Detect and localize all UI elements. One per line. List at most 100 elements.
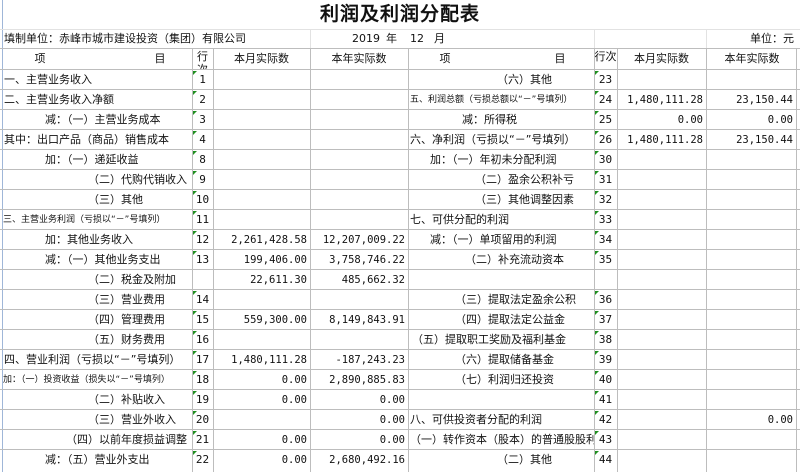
year-actual-value[interactable]: [706, 450, 796, 469]
year-actual-value[interactable]: 3,758,746.22: [329, 254, 405, 266]
year-actual-value[interactable]: 8,149,843.91: [329, 314, 405, 326]
year-actual-value[interactable]: [310, 130, 408, 149]
row-number[interactable]: 13: [192, 250, 213, 269]
month-actual-value[interactable]: 22,611.30: [250, 274, 307, 286]
item-label[interactable]: （三）其他: [88, 193, 143, 206]
month-actual-value[interactable]: [617, 230, 706, 249]
row-number[interactable]: 14: [192, 290, 213, 309]
year-actual-value[interactable]: 2,680,492.16: [329, 454, 405, 466]
year-actual-value[interactable]: [310, 210, 408, 229]
row-number[interactable]: 43: [594, 430, 617, 449]
item-label[interactable]: 二、主营业务收入净额: [4, 93, 114, 106]
year-actual-value[interactable]: [310, 70, 408, 89]
item-label[interactable]: 加：（一）递延收益: [45, 153, 139, 166]
month-actual-value[interactable]: [213, 70, 310, 89]
year-actual-value[interactable]: [706, 230, 796, 249]
month-actual-value[interactable]: [213, 210, 310, 229]
item-label[interactable]: （五）财务费用: [88, 333, 165, 346]
year-actual-value[interactable]: [706, 290, 796, 309]
row-number[interactable]: [192, 270, 213, 289]
item-label[interactable]: （一）转作资本（股本）的普通股股利: [410, 433, 594, 446]
row-number[interactable]: 15: [192, 310, 213, 329]
row-number[interactable]: 1: [192, 70, 213, 89]
item-label[interactable]: 减：（一）单项留用的利润: [430, 233, 557, 246]
item-label[interactable]: 减：所得税: [462, 113, 517, 126]
year-actual-value[interactable]: 0.00: [767, 114, 793, 126]
year-actual-value[interactable]: [706, 350, 796, 369]
row-number[interactable]: 40: [594, 370, 617, 389]
row-number[interactable]: [594, 270, 617, 289]
month-actual-value[interactable]: [617, 350, 706, 369]
row-number[interactable]: 3: [192, 110, 213, 129]
year-actual-value[interactable]: 23,150.44: [736, 94, 793, 106]
year-actual-value[interactable]: 0.00: [379, 414, 405, 426]
year-actual-value[interactable]: [310, 90, 408, 109]
item-label[interactable]: 一、主营业务收入: [4, 73, 92, 86]
item-label[interactable]: 减：（一）主营业务成本: [45, 113, 161, 126]
year-actual-value[interactable]: [706, 270, 796, 289]
row-number[interactable]: 41: [594, 390, 617, 409]
row-number[interactable]: 23: [594, 70, 617, 89]
item-label[interactable]: （三）提取法定盈余公积: [455, 293, 576, 306]
row-number[interactable]: 21: [192, 430, 213, 449]
item-label[interactable]: （四）以前年度损益调整: [66, 433, 187, 446]
year-actual-value[interactable]: [706, 70, 796, 89]
month-actual-value[interactable]: [213, 330, 310, 349]
month-actual-value[interactable]: [213, 290, 310, 309]
row-number[interactable]: 25: [594, 110, 617, 129]
item-label[interactable]: 减：（五）营业外支出: [45, 453, 150, 466]
row-number[interactable]: 22: [192, 450, 213, 469]
row-number[interactable]: 30: [594, 150, 617, 169]
row-number[interactable]: 24: [594, 90, 617, 109]
month-actual-value[interactable]: [213, 150, 310, 169]
row-number[interactable]: 10: [192, 190, 213, 209]
item-label[interactable]: 五、利润总额（亏损总额以“－”号填列）: [410, 95, 573, 105]
year-actual-value[interactable]: [706, 210, 796, 229]
item-label[interactable]: 减：（一）其他业务支出: [45, 253, 161, 266]
month-actual-value[interactable]: [617, 290, 706, 309]
month-actual-value[interactable]: 0.00: [677, 114, 703, 126]
row-number[interactable]: 37: [594, 310, 617, 329]
item-label[interactable]: （二）代购代销收入: [88, 173, 187, 186]
row-number[interactable]: 34: [594, 230, 617, 249]
item-label[interactable]: 八、可供投资者分配的利润: [410, 413, 542, 426]
row-number[interactable]: 19: [192, 390, 213, 409]
month-actual-value[interactable]: 1,480,111.28: [231, 354, 307, 366]
month-actual-value[interactable]: [213, 130, 310, 149]
year-actual-value[interactable]: [706, 370, 796, 389]
row-number[interactable]: 11: [192, 210, 213, 229]
year-actual-value[interactable]: [706, 310, 796, 329]
row-number[interactable]: 33: [594, 210, 617, 229]
item-label[interactable]: （四）提取法定公益金: [455, 313, 565, 326]
month-actual-value[interactable]: 559,300.00: [243, 314, 307, 326]
row-number[interactable]: 36: [594, 290, 617, 309]
row-number[interactable]: 35: [594, 250, 617, 269]
month-actual-value[interactable]: 1,480,111.28: [627, 94, 703, 106]
year-actual-value[interactable]: 0.00: [379, 434, 405, 446]
year-actual-value[interactable]: [310, 330, 408, 349]
row-number[interactable]: 38: [594, 330, 617, 349]
row-number[interactable]: 20: [192, 410, 213, 429]
year-actual-value[interactable]: [706, 250, 796, 269]
item-label[interactable]: 三、主营业务利润（亏损以“－”号填列）: [3, 215, 166, 225]
month-actual-value[interactable]: [617, 450, 706, 469]
month-actual-value[interactable]: [213, 110, 310, 129]
item-label[interactable]: （三）营业外收入: [88, 413, 176, 426]
month-actual-value[interactable]: [617, 390, 706, 409]
year-actual-value[interactable]: [706, 170, 796, 189]
month-actual-value[interactable]: [213, 90, 310, 109]
item-label[interactable]: 其中：出口产品（商品）销售成本: [4, 133, 169, 146]
row-number[interactable]: 2: [192, 90, 213, 109]
year-actual-value[interactable]: 0.00: [379, 394, 405, 406]
item-label[interactable]: （三）营业费用: [88, 293, 165, 306]
year-actual-value[interactable]: [310, 110, 408, 129]
month-actual-value[interactable]: [213, 410, 310, 429]
year-actual-value[interactable]: 12,207,009.22: [322, 234, 405, 246]
month-actual-value[interactable]: [617, 150, 706, 169]
year-actual-value[interactable]: [706, 390, 796, 409]
item-label[interactable]: （二）盈余公积补亏: [475, 173, 574, 186]
item-label[interactable]: （二）补充流动资本: [465, 253, 564, 266]
item-label[interactable]: 加：（一）投资收益（损失以“－”号填列）: [3, 375, 170, 385]
year-actual-value[interactable]: 2,890,885.83: [329, 374, 405, 386]
month-actual-value[interactable]: [213, 170, 310, 189]
